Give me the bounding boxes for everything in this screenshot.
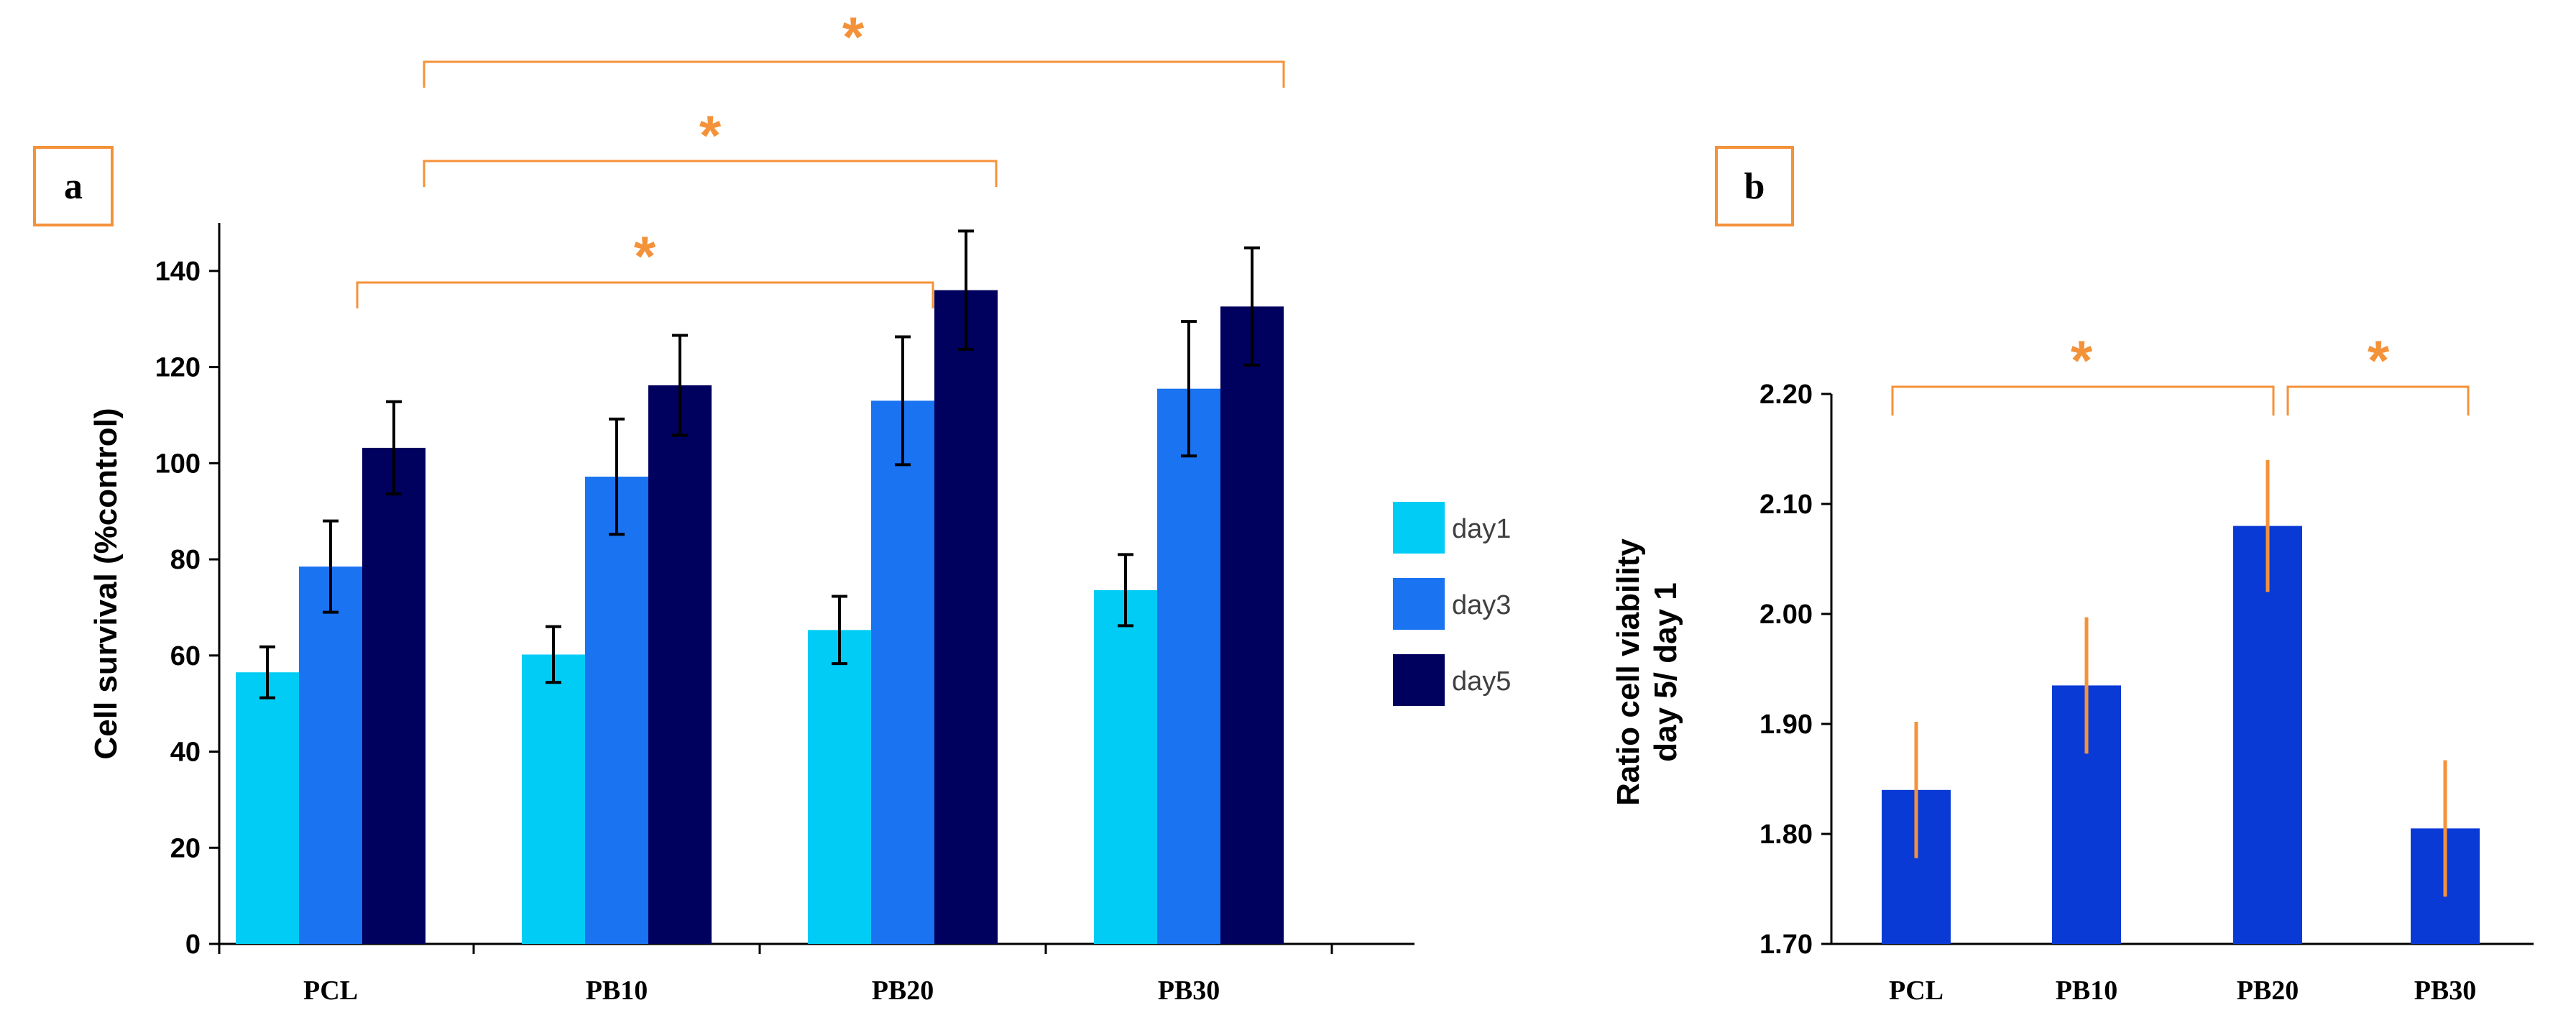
chart-a-y-tick-label: 40 <box>170 738 201 768</box>
chart-a-y-tick-label: 80 <box>170 545 201 575</box>
bar-day5-PB10 <box>648 385 712 944</box>
legend-label-day3: day3 <box>1452 590 1511 620</box>
chart-a-category-label: PCL <box>303 976 358 1006</box>
panel-b-label: b <box>1715 146 1794 226</box>
error-bar-day3-PB20 <box>895 335 911 467</box>
chart-b-y-axis-label: Ratio cell viabilityday 5/ day 1 <box>1611 538 1683 806</box>
chart-a-y-tick-label: 120 <box>155 353 201 383</box>
error-bar-day1-PB20 <box>832 595 847 666</box>
significance-star: * <box>634 224 656 288</box>
significance-star: * <box>842 5 865 68</box>
significance-star: * <box>2368 329 2390 392</box>
chart-b-y-tick-label: 2.00 <box>1760 600 1813 630</box>
error-bar-day5-PB30 <box>1244 246 1260 367</box>
bar-day3-PB10 <box>585 477 648 944</box>
significance-star: * <box>2071 329 2093 392</box>
bar-day1-PB30 <box>1094 590 1157 944</box>
panel-a-label-text: a <box>64 166 83 207</box>
bar-day5-PB20 <box>934 290 998 944</box>
significance-bracket-a-2: * <box>423 104 998 187</box>
significance-bracket-a-1: * <box>356 224 934 308</box>
bracket-line <box>2286 385 2470 416</box>
error-bar-day5-PB10 <box>672 334 688 437</box>
chart-b-y-tick-label: 2.20 <box>1760 380 1813 410</box>
significance-bracket-b-1: * <box>1891 329 2275 416</box>
error-bar-day1-PB30 <box>1118 553 1133 628</box>
error-bar-day1-PCL <box>259 645 275 699</box>
significance-star: * <box>699 104 722 167</box>
error-bar-day5-PCL <box>386 400 402 496</box>
chart-b-y-tick-label: 2.10 <box>1760 490 1813 520</box>
bar-day3-PB20 <box>871 400 934 944</box>
chart-b-y-tick-label: 1.70 <box>1760 930 1813 960</box>
legend-swatch-day5 <box>1393 654 1445 706</box>
error-bar-day5-PB20 <box>958 229 974 351</box>
significance-bracket-b-2: * <box>2286 329 2470 416</box>
chart-a-y-tick-label: 140 <box>155 257 201 287</box>
chart-b-y-tick-label: 1.90 <box>1760 710 1813 740</box>
chart-b-category-label: PCL <box>1889 976 1944 1006</box>
significance-bracket-a-3: * <box>423 5 1285 88</box>
bar-day5-PB30 <box>1220 306 1284 944</box>
bar-day3-PCL <box>299 566 362 944</box>
panel-a-label: a <box>33 146 114 226</box>
bar-day1-PCL <box>236 672 299 944</box>
error-bar-day3-PB10 <box>609 417 625 536</box>
chart-a-y-tick-label: 0 <box>185 930 201 960</box>
legend-label-day1: day1 <box>1452 514 1511 544</box>
bar-day1-PB20 <box>808 630 871 944</box>
error-bar-day1-PB10 <box>546 625 561 684</box>
bar-day3-PB30 <box>1157 388 1220 944</box>
bracket-line <box>423 160 998 187</box>
legend-swatch-day1 <box>1393 502 1445 554</box>
chart-b-category-label: PB20 <box>2237 976 2299 1006</box>
legend-label-day5: day5 <box>1452 666 1511 697</box>
chart-b-category-label: PB30 <box>2414 976 2477 1006</box>
chart-a-category-label: PB30 <box>1158 976 1220 1006</box>
chart-a-y-axis-label: Cell survival (%control) <box>88 408 124 759</box>
chart-a-category-label: PB10 <box>586 976 648 1006</box>
chart-b-y-axis-label-line1: Ratio cell viability <box>1611 538 1646 806</box>
chart-a-y-tick-label: 100 <box>155 449 201 479</box>
bar-day1-PB10 <box>522 654 585 944</box>
chart-a-y-tick-label: 60 <box>170 641 201 671</box>
chart-b: 1.70 1.80 1.90 2.00 2.10 2.20 PCL PB10 PB20 PB30 R… <box>1611 329 2534 1006</box>
error-bar-day3-PB30 <box>1181 320 1197 458</box>
legend-swatch-day3 <box>1393 578 1445 630</box>
bar-day5-PCL <box>362 447 426 944</box>
chart-a-y-tick-label: 20 <box>170 833 201 863</box>
chart-b-y-axis-label-line2: day 5/ day 1 <box>1648 582 1683 761</box>
bracket-line <box>423 60 1285 88</box>
bracket-line <box>1891 385 2275 416</box>
chart-a: 0 20 40 60 80 100 120 140 PCL PB10 PB20 PB30 Cell su… <box>88 5 1511 1006</box>
bar-ratio-PB20 <box>2233 526 2302 944</box>
chart-b-y-tick-label: 1.80 <box>1760 820 1813 850</box>
chart-b-category-label: PB10 <box>2056 976 2118 1006</box>
panel-b-label-text: b <box>1744 166 1765 207</box>
bracket-line <box>356 281 934 308</box>
error-bar-day3-PCL <box>323 519 339 614</box>
chart-a-category-label: PB20 <box>872 976 934 1006</box>
